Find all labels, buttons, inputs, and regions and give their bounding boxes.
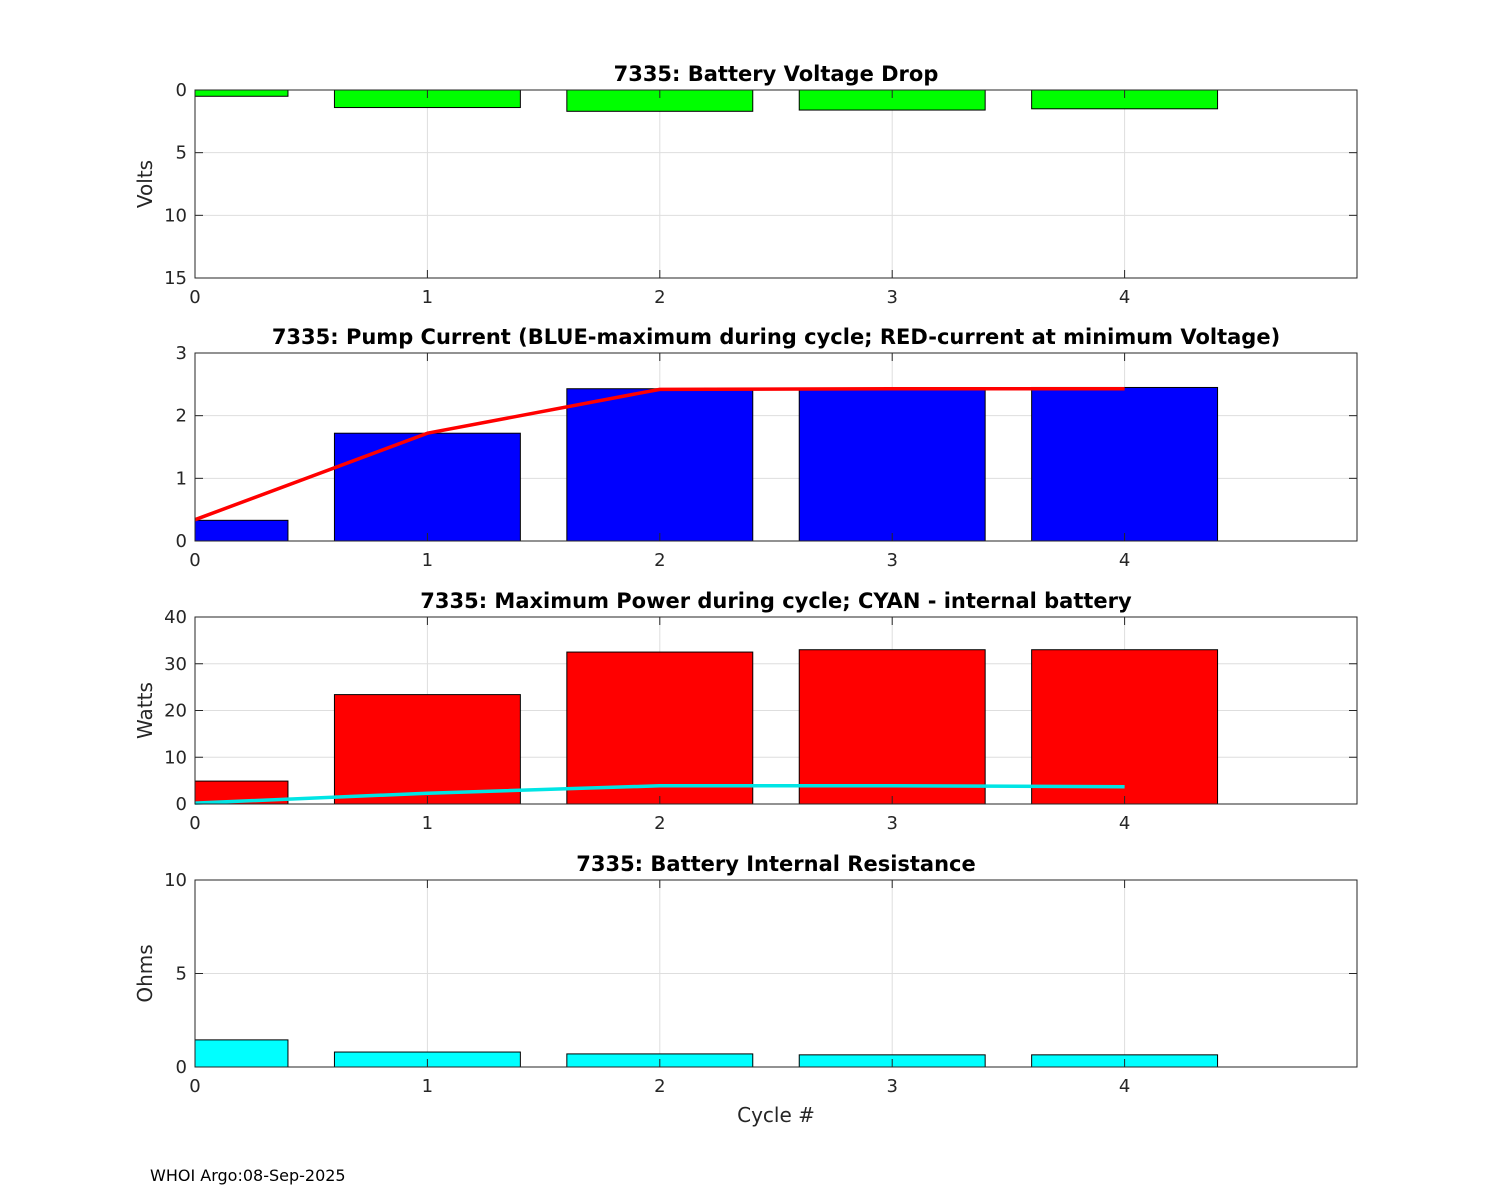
x-tick-label: 4 bbox=[1119, 813, 1130, 834]
y-tick-label: 0 bbox=[176, 1057, 187, 1078]
bar bbox=[333, 432, 521, 542]
x-axis-label: Cycle # bbox=[737, 1103, 815, 1127]
x-tick-label: 2 bbox=[654, 550, 665, 571]
x-tick-label: 2 bbox=[654, 287, 665, 308]
y-tick-label: 20 bbox=[164, 701, 187, 722]
bar bbox=[566, 651, 754, 805]
bar bbox=[194, 1039, 289, 1068]
y-tick-label: 0 bbox=[176, 80, 187, 101]
subplot-4: 0 1 2 3 4 0 5 10 7335: Battery Internal Resistan… bbox=[133, 852, 1358, 1127]
y-tick-label: 3 bbox=[176, 343, 187, 364]
y-tick-label: 40 bbox=[164, 607, 187, 628]
x-tick-label: 4 bbox=[1119, 550, 1130, 571]
chart-title: 7335: Maximum Power during cycle; CYAN -… bbox=[420, 589, 1132, 613]
y-tick-label: 10 bbox=[164, 870, 187, 891]
bar bbox=[566, 388, 754, 542]
x-tick-label: 0 bbox=[189, 1076, 200, 1097]
x-tick-label: 1 bbox=[422, 550, 433, 571]
bar bbox=[798, 388, 986, 542]
chart-title: 7335: Battery Internal Resistance bbox=[576, 852, 976, 876]
x-tick-label: 0 bbox=[189, 813, 200, 834]
x-tick-label: 1 bbox=[422, 813, 433, 834]
bar bbox=[333, 694, 521, 805]
x-tick-label: 4 bbox=[1119, 1076, 1130, 1097]
y-axis-label: Ohms bbox=[133, 944, 157, 1002]
chart-title: 7335: Battery Voltage Drop bbox=[614, 62, 939, 86]
axes-box bbox=[194, 352, 1358, 542]
x-tick-label: 4 bbox=[1119, 287, 1130, 308]
x-tick-label: 2 bbox=[654, 813, 665, 834]
y-tick-label: 15 bbox=[164, 268, 187, 289]
subplot-1: 0 1 2 3 4 0 5 10 15 7335: Battery Voltage Drop Vol… bbox=[133, 62, 1358, 308]
bar bbox=[1031, 649, 1219, 805]
y-axis-label: Volts bbox=[133, 160, 157, 208]
x-tick-label: 3 bbox=[886, 1076, 897, 1097]
bar bbox=[194, 519, 289, 542]
y-tick-label: 30 bbox=[164, 654, 187, 675]
y-tick-label: 5 bbox=[176, 143, 187, 164]
y-axis-label: Watts bbox=[133, 682, 157, 739]
y-tick-label: 10 bbox=[164, 205, 187, 226]
x-tick-label: 3 bbox=[886, 550, 897, 571]
series-line bbox=[194, 784, 1125, 805]
axes-box bbox=[194, 89, 1358, 279]
x-tick-label: 1 bbox=[422, 1076, 433, 1097]
chart-title: 7335: Pump Current (BLUE-maximum during … bbox=[272, 325, 1280, 349]
x-tick-label: 0 bbox=[189, 550, 200, 571]
bar bbox=[798, 649, 986, 805]
y-tick-label: 5 bbox=[176, 964, 187, 985]
footer-text: WHOI Argo:08-Sep-2025 bbox=[150, 1166, 346, 1185]
subplot-2: 0 1 2 3 4 0 1 2 3 7335: Pump Current (BLUE-maximu… bbox=[176, 325, 1358, 571]
y-tick-label: 10 bbox=[164, 747, 187, 768]
y-tick-label: 2 bbox=[176, 406, 187, 427]
x-tick-label: 1 bbox=[422, 287, 433, 308]
x-tick-label: 2 bbox=[654, 1076, 665, 1097]
plot-area bbox=[195, 90, 1357, 278]
y-tick-label: 1 bbox=[176, 468, 187, 489]
y-tick-label: 0 bbox=[176, 794, 187, 815]
series-line bbox=[194, 386, 1125, 522]
bar bbox=[1031, 386, 1219, 542]
x-tick-label: 3 bbox=[886, 287, 897, 308]
x-tick-label: 3 bbox=[886, 813, 897, 834]
bar bbox=[194, 89, 289, 97]
x-tick-label: 0 bbox=[189, 287, 200, 308]
y-tick-label: 0 bbox=[176, 531, 187, 552]
